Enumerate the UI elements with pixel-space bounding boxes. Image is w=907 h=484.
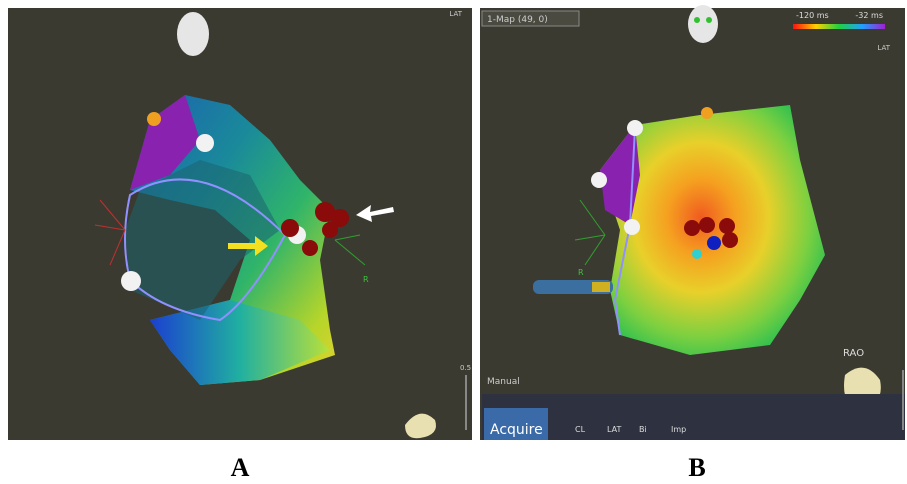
- field-label: CL: [575, 425, 586, 434]
- marker: [591, 172, 607, 188]
- contour: [613, 127, 636, 336]
- field-labels: CL LAT Bi Imp: [575, 425, 686, 434]
- view-label: RAO: [843, 348, 864, 359]
- axis-glyph: [334, 234, 366, 266]
- arrow: [356, 205, 394, 222]
- heart-icon: [405, 413, 436, 439]
- marker: [147, 112, 161, 126]
- head-icon: [688, 5, 718, 43]
- orientation-label: LAT: [449, 10, 462, 18]
- ablation-points: [281, 202, 349, 256]
- colorbar-max: -32 ms: [855, 11, 883, 20]
- marker: [627, 120, 643, 136]
- colorbar-min: -120 ms: [796, 11, 829, 20]
- panel-label: A: [231, 453, 250, 482]
- panel-label: B: [688, 453, 705, 482]
- ablation-points: [684, 217, 738, 248]
- surface-region: [150, 300, 330, 385]
- acquire-button-label: Acquire: [490, 422, 543, 438]
- marker: [692, 249, 702, 259]
- map-selector[interactable]: [481, 10, 580, 27]
- arrow: [228, 236, 268, 256]
- marker: [196, 134, 214, 152]
- marker: [707, 236, 721, 250]
- marker: [624, 219, 640, 235]
- surface-region: [130, 95, 200, 190]
- axis-label: R: [363, 275, 369, 284]
- contour: [124, 178, 287, 322]
- marker: [121, 271, 141, 291]
- colorbar-title: LAT: [877, 44, 890, 52]
- acquire-button[interactable]: [484, 408, 548, 440]
- toolbar: [482, 394, 905, 440]
- axis-glyph: [574, 199, 606, 266]
- field-label: Bi: [639, 425, 647, 434]
- slider-label: 0.5: [460, 364, 471, 372]
- marker: [701, 107, 713, 119]
- head-eye: [694, 17, 700, 23]
- axis-label: R: [578, 268, 584, 277]
- head-eye: [706, 17, 712, 23]
- surface-region: [600, 125, 640, 225]
- catheter-tip: [592, 282, 610, 292]
- mode-label: Manual: [487, 377, 520, 387]
- map-selector-label: 1-Map (49, 0): [487, 15, 548, 25]
- panel-b: 1-Map (49, 0) -120 ms -32 ms LAT R RAO M…: [480, 5, 905, 440]
- panel-a: LAT R 0.5: [8, 8, 472, 440]
- head-icon: [177, 12, 209, 56]
- axis-glyph: [94, 199, 126, 266]
- field-label: Imp: [671, 425, 686, 434]
- field-label: LAT: [607, 425, 621, 434]
- colorbar: [793, 24, 885, 29]
